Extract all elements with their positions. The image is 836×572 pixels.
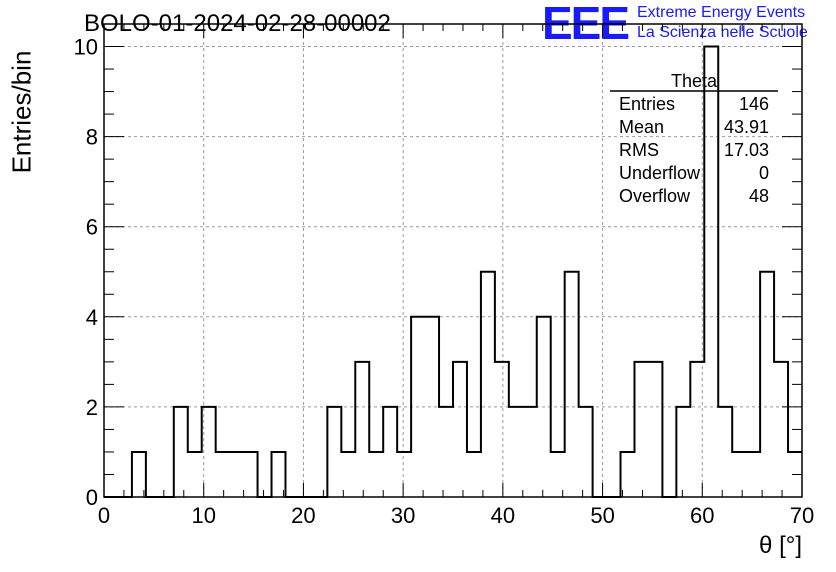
histogram-bin (230, 452, 244, 497)
stats-row-value: 0 (759, 163, 769, 183)
logo-line-2: La Scienza nelle Scuole (637, 24, 808, 41)
histogram-bin (272, 452, 286, 497)
x-tick-label: 60 (690, 503, 714, 528)
histogram-bin (634, 362, 648, 497)
histogram-bin (411, 317, 425, 497)
x-tick-label: 30 (391, 503, 415, 528)
histogram-bin (760, 272, 774, 497)
stats-row-value: 43.91 (724, 117, 769, 137)
histogram-bin (174, 407, 188, 497)
y-tick-label: 10 (74, 35, 98, 60)
stats-row-value: 146 (739, 94, 769, 114)
stats-row-value: 17.03 (724, 140, 769, 160)
x-tick-label: 50 (590, 503, 614, 528)
plot-frame (103, 23, 803, 498)
histogram-bin (481, 272, 495, 497)
histogram-bin (369, 452, 383, 497)
x-tick-label: 40 (491, 503, 515, 528)
histogram-bin (648, 362, 662, 497)
histogram-bin (565, 272, 579, 497)
histogram-bin (132, 452, 146, 497)
histogram-bin (355, 362, 369, 497)
histogram-bin (439, 407, 453, 497)
histogram-bin (537, 317, 551, 497)
logo-line-1: Extreme Energy Events (637, 4, 806, 21)
histogram-bin (621, 452, 635, 497)
y-tick-label: 6 (86, 215, 98, 240)
histogram-bin (746, 452, 760, 497)
eee-logo-text: Extreme Energy Events La Scienza nelle S… (637, 3, 808, 43)
histogram-bin (244, 452, 258, 497)
histogram-bin (495, 362, 509, 497)
histogram-bin (383, 407, 397, 497)
histogram-bin (202, 407, 216, 497)
x-tick-label: 70 (790, 503, 814, 528)
stats-row-label: Mean (619, 117, 664, 137)
histogram-bin (341, 452, 355, 497)
histogram-bin (788, 452, 802, 497)
histogram-bin (425, 317, 439, 497)
histogram-bin (467, 452, 481, 497)
histogram-bin (676, 407, 690, 497)
y-tick-label: 4 (86, 305, 98, 330)
stats-row-label: Underflow (619, 163, 701, 183)
histogram-bin (397, 452, 411, 497)
y-tick-label: 2 (86, 395, 98, 420)
histogram-bin (523, 407, 537, 497)
x-tick-label: 0 (98, 503, 110, 528)
histogram-bin (579, 407, 593, 497)
y-tick-label: 0 (86, 485, 98, 510)
histogram-bin (718, 407, 732, 497)
histogram-bin (690, 362, 704, 497)
x-axis-label: θ [°] (759, 532, 802, 559)
histogram-bin (327, 407, 341, 497)
stats-row-label: RMS (619, 140, 659, 160)
histogram-bin (732, 452, 746, 497)
x-tick-label: 20 (291, 503, 315, 528)
histogram-series (104, 45, 802, 498)
histogram-bin (216, 452, 230, 497)
histogram-bin (704, 47, 718, 497)
histogram-bin (188, 452, 202, 497)
stats-row-label: Entries (619, 94, 675, 114)
x-tick-label: 10 (191, 503, 215, 528)
stats-box-title: Theta (671, 71, 718, 91)
histogram-bin (774, 362, 788, 497)
histogram-bin (551, 452, 565, 497)
stats-row-label: Overflow (619, 186, 691, 206)
stats-row-value: 48 (749, 186, 769, 206)
eee-logo: EEE (542, 0, 630, 49)
y-tick-label: 8 (86, 125, 98, 150)
histogram-bin (509, 407, 523, 497)
histogram-bin (453, 362, 467, 497)
